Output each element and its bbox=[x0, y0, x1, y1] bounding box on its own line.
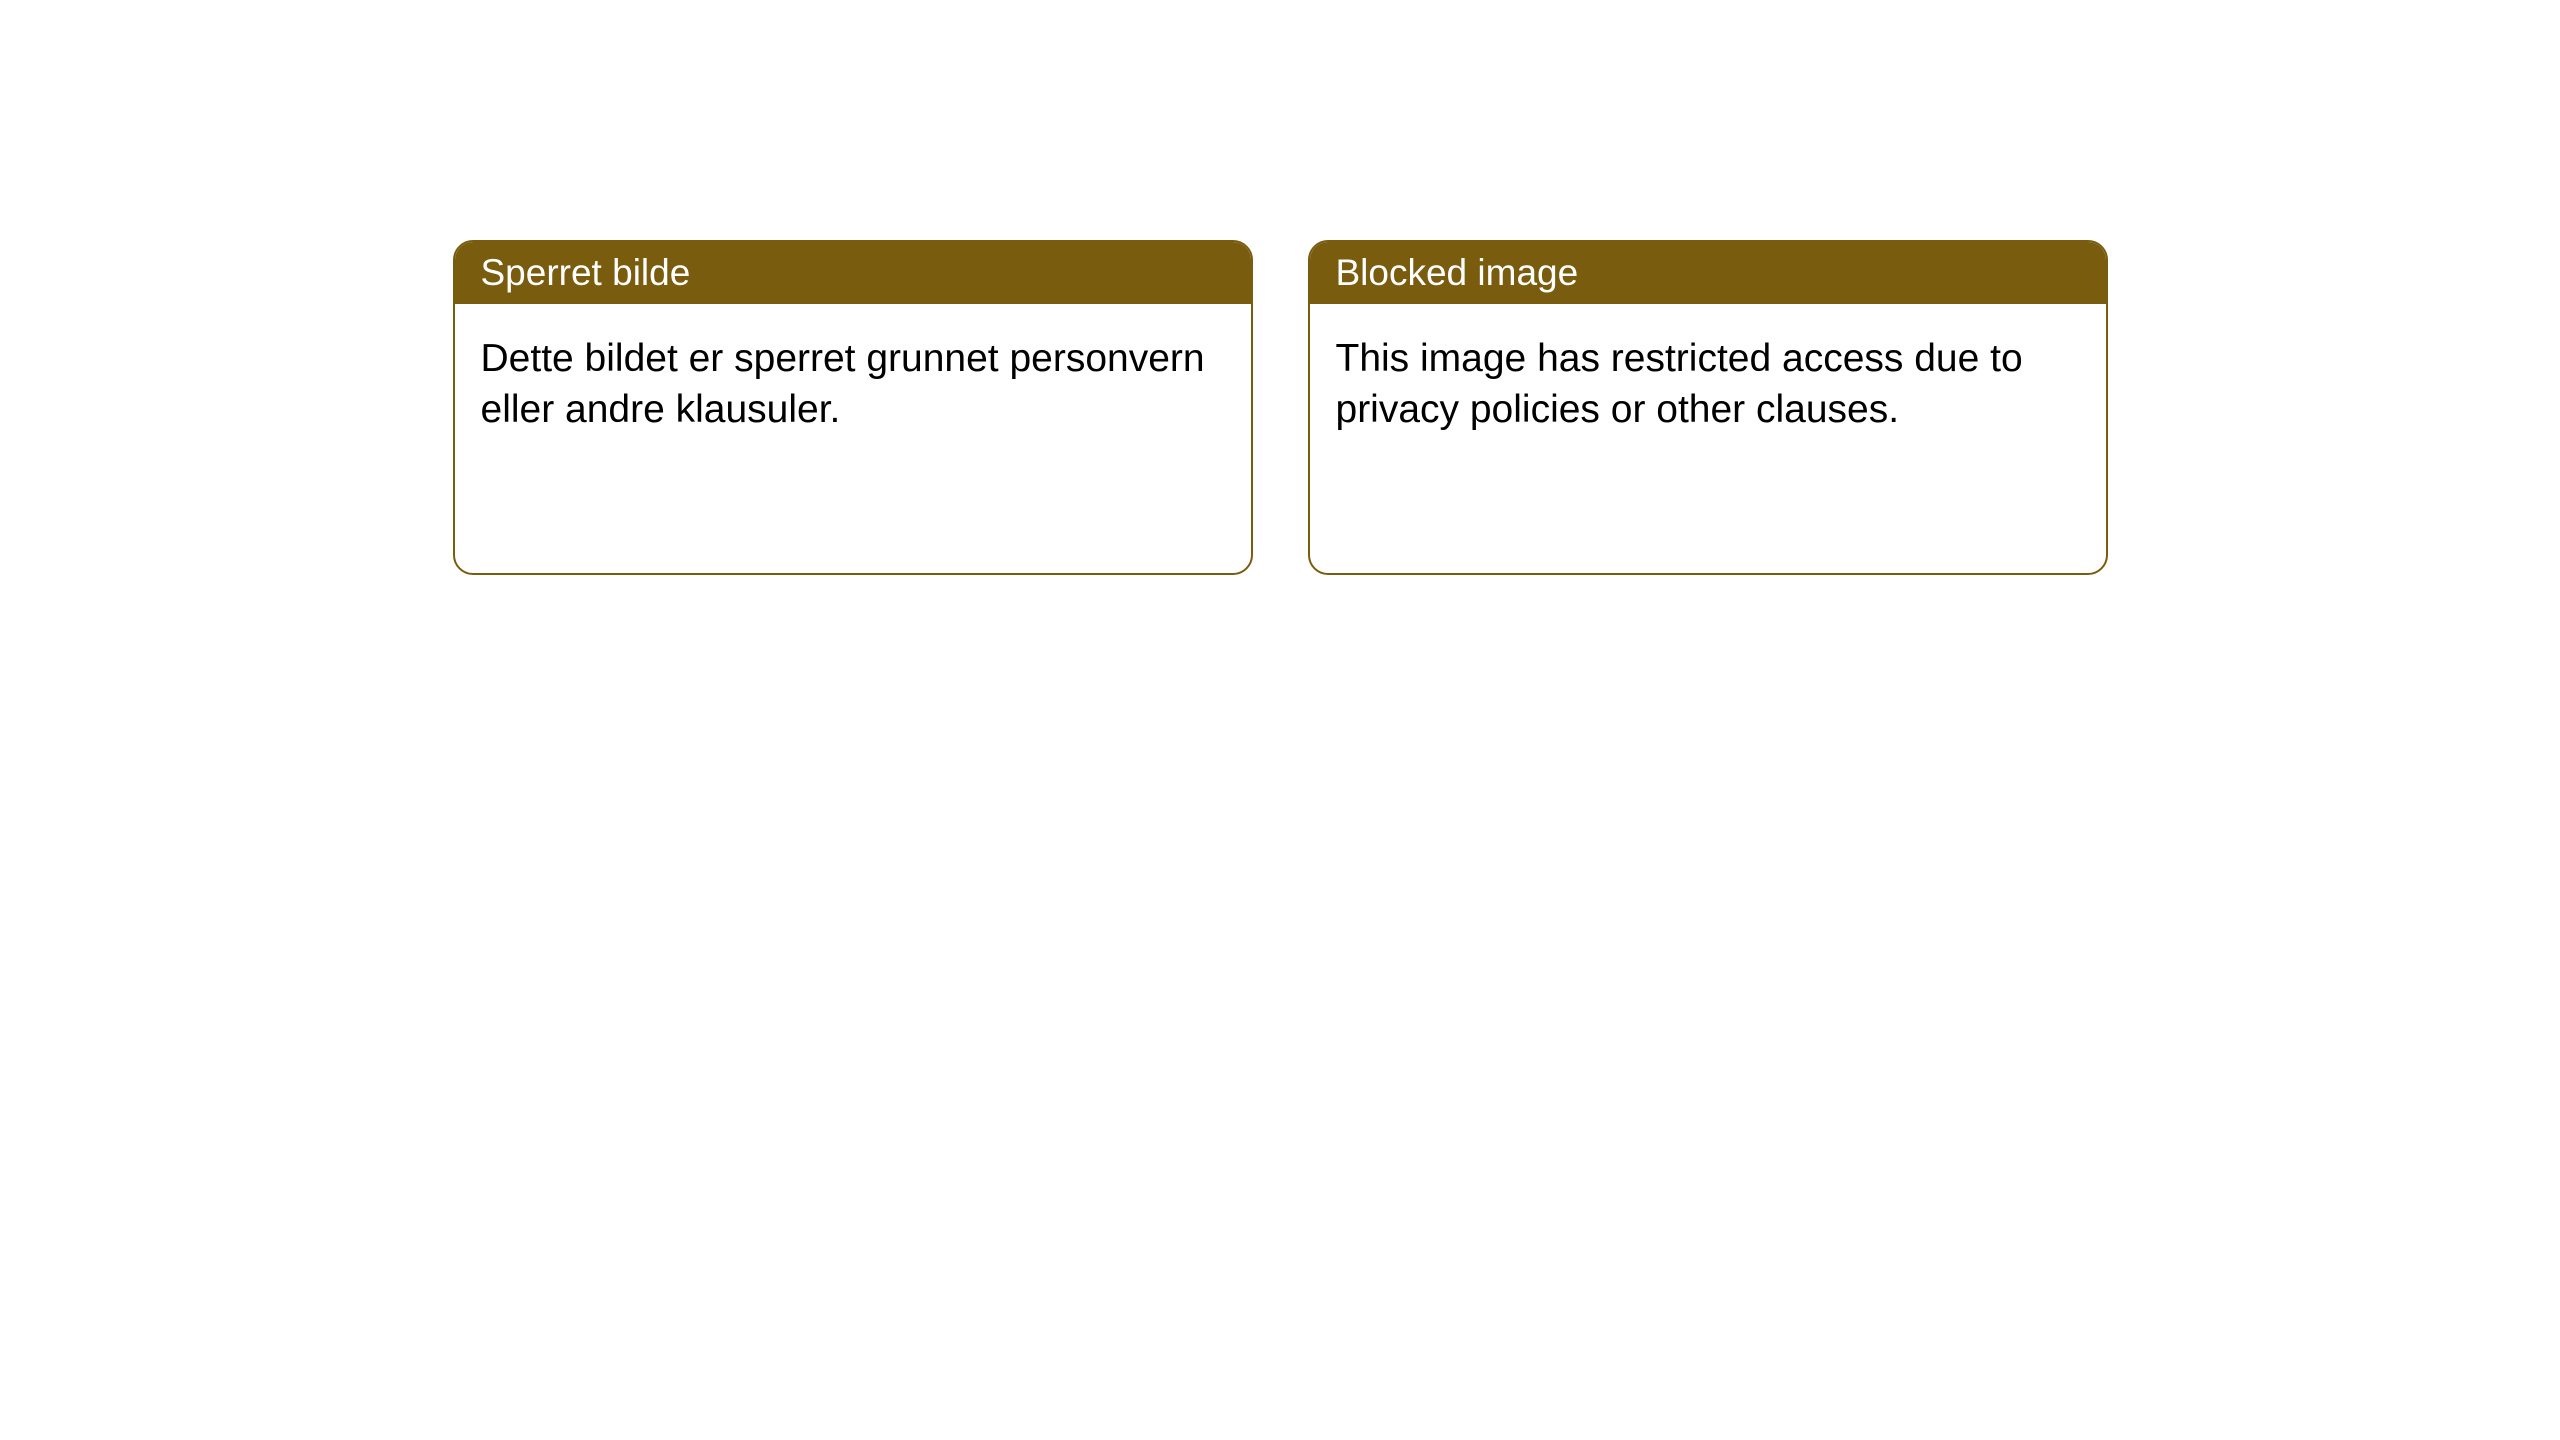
notice-body: Dette bildet er sperret grunnet personve… bbox=[455, 304, 1251, 465]
notice-header: Blocked image bbox=[1310, 242, 2106, 304]
notice-card-norwegian: Sperret bilde Dette bildet er sperret gr… bbox=[453, 240, 1253, 575]
notice-card-english: Blocked image This image has restricted … bbox=[1308, 240, 2108, 575]
notice-header: Sperret bilde bbox=[455, 242, 1251, 304]
notice-container: Sperret bilde Dette bildet er sperret gr… bbox=[453, 240, 2108, 1440]
notice-body: This image has restricted access due to … bbox=[1310, 304, 2106, 465]
